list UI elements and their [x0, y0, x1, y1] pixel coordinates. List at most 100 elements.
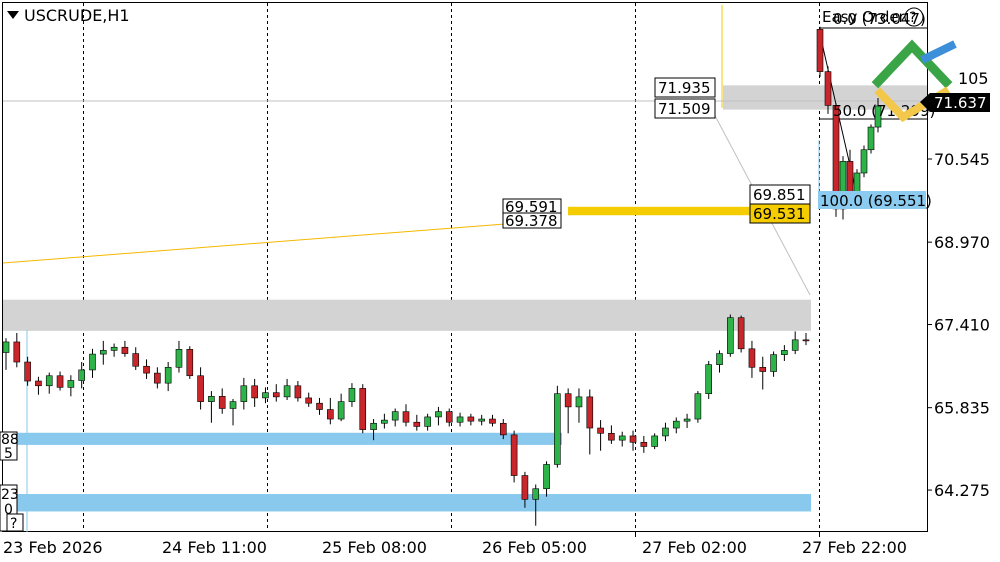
candle: [802, 332, 810, 346]
svg-text:?: ?: [909, 10, 916, 26]
candle: [705, 360, 713, 399]
candle: [402, 404, 410, 427]
price-box-69531-text: 69.531: [753, 205, 806, 223]
candle: [56, 371, 64, 391]
time-label: 27 Feb 22:00: [802, 538, 907, 557]
candle: [640, 435, 648, 453]
clipped-label: ?: [10, 516, 17, 532]
candle: [860, 145, 868, 178]
clipped-left-labels: 88 5 23 0 ?: [0, 431, 24, 532]
time-label: 27 Feb 02:00: [642, 538, 747, 557]
price-tick-label: 64.275: [934, 481, 990, 500]
candle: [564, 388, 572, 434]
fib-label-100: 100.0 (69.551): [820, 192, 932, 210]
candle: [694, 391, 702, 423]
candle: [337, 393, 345, 422]
candle: [24, 356, 31, 386]
price-tick-label: 68.970: [934, 233, 990, 252]
price-boxes: 71.935 71.509 69.851 69.531 69.591 69.37…: [502, 77, 811, 230]
candle: [608, 425, 615, 444]
price-box-69531: [749, 203, 811, 224]
price-box-71935: [654, 77, 716, 98]
candle: [759, 356, 767, 390]
candle: [2, 338, 10, 370]
candle: [175, 340, 183, 373]
candle: [662, 422, 669, 442]
candle: [240, 377, 248, 410]
price-box-69851-text: 69.851: [753, 186, 806, 204]
candle: [89, 348, 96, 378]
candle: [467, 413, 475, 426]
clipped-label: 23: [1, 487, 19, 503]
candle: [683, 413, 691, 429]
candle: [208, 391, 215, 423]
candle: [164, 362, 172, 392]
yellow-level: [568, 206, 810, 216]
candle: [99, 340, 107, 365]
symbol-title: USCRUDE,H1: [24, 6, 130, 25]
candle: [597, 420, 604, 451]
price-tick-label: 67.410: [934, 316, 990, 335]
trend-line: [2, 223, 506, 264]
candle: [445, 408, 453, 427]
zones-layer: [3, 85, 927, 512]
candle: [532, 484, 540, 526]
candle: [781, 345, 788, 361]
candle: [716, 350, 723, 373]
price-box-69591-text: 69.591: [505, 198, 558, 216]
candle: [370, 419, 377, 441]
current-price-arrow: [920, 93, 930, 112]
price-tick-label: 70.545: [934, 150, 990, 169]
candle: [499, 419, 507, 440]
resistance-zone: [3, 299, 811, 331]
help-icon[interactable]: ?: [904, 7, 924, 27]
price-box-71509-text: 71.509: [658, 100, 711, 118]
candle: [13, 332, 21, 368]
candle: [381, 413, 388, 429]
chart-title[interactable]: USCRUDE,H1: [7, 6, 130, 25]
candle: [143, 359, 150, 379]
candle: [672, 417, 680, 434]
candle: [629, 430, 637, 451]
candle: [824, 66, 832, 114]
candle: [413, 414, 421, 431]
candle: [651, 433, 658, 450]
candle: [521, 471, 529, 508]
candle: [618, 431, 626, 447]
candle: [586, 389, 594, 455]
current-price-tag: [930, 93, 990, 112]
lower-support-zone: [3, 494, 811, 512]
candle: [251, 378, 258, 407]
candle: [478, 414, 485, 426]
chart-frame: [2, 2, 928, 532]
candle: [424, 413, 431, 431]
easy-order-label[interactable]: Easy Order: [822, 8, 906, 26]
time-label: 23 Feb 2026: [3, 538, 103, 557]
clipped-label: 0: [4, 502, 13, 518]
time-axis[interactable]: 23 Feb 2026 24 Feb 11:00 25 Feb 08:00 26…: [3, 531, 907, 557]
candle: [435, 406, 442, 426]
candle: [727, 314, 734, 357]
candle: [489, 414, 496, 427]
current-price-value: 71.637: [934, 94, 987, 112]
time-label: 25 Feb 08:00: [322, 538, 427, 557]
candle: [575, 388, 583, 423]
candle: [154, 367, 161, 389]
candle: [359, 384, 367, 434]
candle: [121, 340, 129, 357]
candle: [867, 124, 875, 154]
price-box-69378-text: 69.378: [505, 212, 558, 230]
chevron-down-icon[interactable]: [7, 11, 19, 19]
candle: [816, 26, 824, 77]
price-axis[interactable]: 70.545 68.970 67.410 65.835 64.275 105 71.63…: [920, 69, 990, 500]
price-tick-label: 65.835: [934, 399, 990, 418]
candle: [348, 383, 356, 407]
candle: [791, 331, 799, 355]
candle: [110, 343, 118, 357]
candle: [294, 381, 302, 402]
candle: [510, 430, 518, 483]
candle: [543, 461, 550, 497]
candle: [272, 384, 280, 402]
fib-label-0: 0.0 (73.047): [833, 10, 926, 28]
